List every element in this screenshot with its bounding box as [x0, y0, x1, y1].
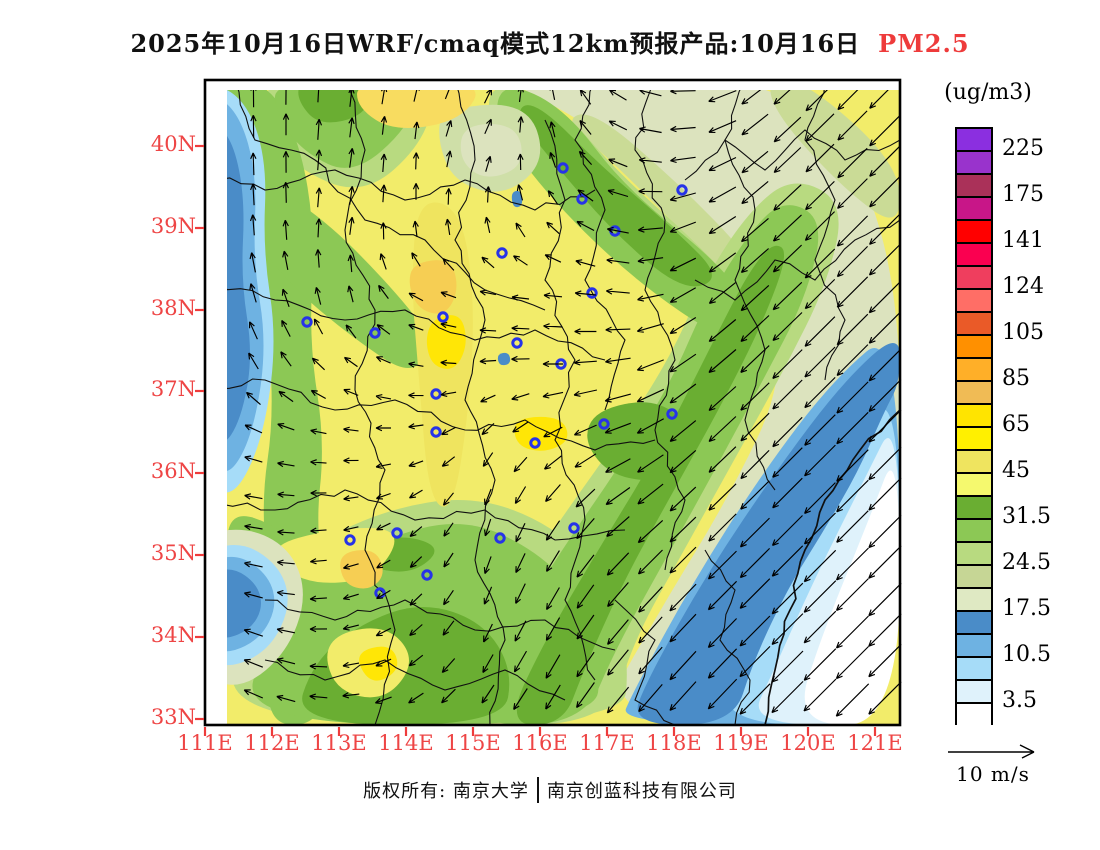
- map-border: [203, 78, 902, 727]
- y-axis-label: 39N: [150, 214, 196, 238]
- colorbar-cell: [957, 336, 991, 359]
- x-axis-label: 118E: [646, 731, 702, 755]
- colorbar-cell: [957, 244, 991, 267]
- x-axis-label: 121E: [847, 731, 903, 755]
- colorbar-tick-label: 31.5: [1002, 504, 1051, 529]
- colorbar-cell: [957, 382, 991, 405]
- colorbar-cell: [957, 658, 991, 681]
- pm25-contour-field: [227, 90, 900, 725]
- coastline: [764, 409, 901, 726]
- colorbar-tick-label: 175: [1002, 182, 1044, 207]
- colorbar-cell: [957, 129, 991, 152]
- x-axis-label: 115E: [445, 731, 501, 755]
- x-axis-label: 112E: [244, 731, 300, 755]
- copyright-footer: 版权所有: 南京大学 南京创蓝科技有限公司: [0, 777, 1100, 803]
- colorbar-cell: [957, 198, 991, 221]
- colorbar-cell: [957, 428, 991, 451]
- forecast-map: [183, 70, 918, 760]
- footer-divider: [536, 777, 539, 803]
- city-markers: [301, 162, 688, 599]
- colorbar-cell: [957, 175, 991, 198]
- colorbar-cell: [957, 451, 991, 474]
- colorbar-cell: [957, 221, 991, 244]
- colorbar-cell: [957, 566, 991, 589]
- title-main: 2025年10月16日WRF/cmaq模式12km预报产品:10月16日: [130, 29, 861, 58]
- colorbar-cell: [957, 704, 991, 727]
- colorbar-tick-label: 141: [1002, 228, 1044, 253]
- x-axis-label: 116E: [512, 731, 568, 755]
- colorbar-cell: [957, 290, 991, 313]
- colorbar-cell: [957, 635, 991, 658]
- y-axis-label: 40N: [150, 132, 196, 156]
- axis-ticks: [195, 144, 877, 736]
- colorbar-tick-label: 10.5: [1002, 642, 1051, 667]
- x-axis-label: 117E: [579, 731, 635, 755]
- wind-scale-label: 10 m/s: [956, 762, 1030, 786]
- colorbar-tick-label: 17.5: [1002, 596, 1051, 621]
- colorbar-cell: [957, 543, 991, 566]
- colorbar-cell: [957, 497, 991, 520]
- colorbar-tick-label: 225: [1002, 136, 1044, 161]
- y-axis-label: 34N: [150, 623, 196, 647]
- colorbar-tick-label: 3.5: [1002, 688, 1037, 713]
- colorbar-cell: [957, 520, 991, 543]
- colorbar-cell: [957, 152, 991, 175]
- colorbar-tick-label: 85: [1002, 366, 1030, 391]
- colorbar-tick-label: 24.5: [1002, 550, 1051, 575]
- colorbar-cell: [957, 267, 991, 290]
- wind-vectors: [243, 90, 902, 717]
- wind-scale-arrow: [948, 744, 1035, 759]
- x-axis-label: 120E: [780, 731, 836, 755]
- y-axis-label: 37N: [150, 377, 196, 401]
- colorbar: [955, 127, 993, 727]
- x-axis-label: 111E: [177, 731, 233, 755]
- colorbar-tick-label: 124: [1002, 274, 1044, 299]
- colorbar-unit-label: (ug/m3): [944, 80, 1032, 105]
- x-axis-label: 114E: [378, 731, 434, 755]
- y-axis-label: 35N: [150, 541, 196, 565]
- colorbar-cell: [957, 313, 991, 336]
- title-pollutant: PM2.5: [878, 29, 970, 58]
- colorbar-cell: [957, 589, 991, 612]
- copyright-right: 南京创蓝科技有限公司: [546, 781, 737, 802]
- colorbar-cell: [957, 359, 991, 382]
- colorbar-cell: [957, 405, 991, 428]
- colorbar-tick-label: 65: [1002, 412, 1030, 437]
- copyright-left: 版权所有: 南京大学: [363, 781, 529, 802]
- x-axis-label: 119E: [713, 731, 769, 755]
- colorbar-cell: [957, 681, 991, 704]
- y-axis-label: 33N: [150, 705, 196, 729]
- x-axis-label: 113E: [311, 731, 367, 755]
- page-title: 2025年10月16日WRF/cmaq模式12km预报产品:10月16日 PM2.…: [0, 24, 1100, 59]
- map-canvas: [195, 78, 902, 736]
- colorbar-cell: [957, 612, 991, 635]
- y-axis-label: 36N: [150, 459, 196, 483]
- colorbar-tick-label: 45: [1002, 458, 1030, 483]
- colorbar-cell: [957, 474, 991, 497]
- colorbar-tick-label: 105: [1002, 320, 1044, 345]
- y-axis-label: 38N: [150, 296, 196, 320]
